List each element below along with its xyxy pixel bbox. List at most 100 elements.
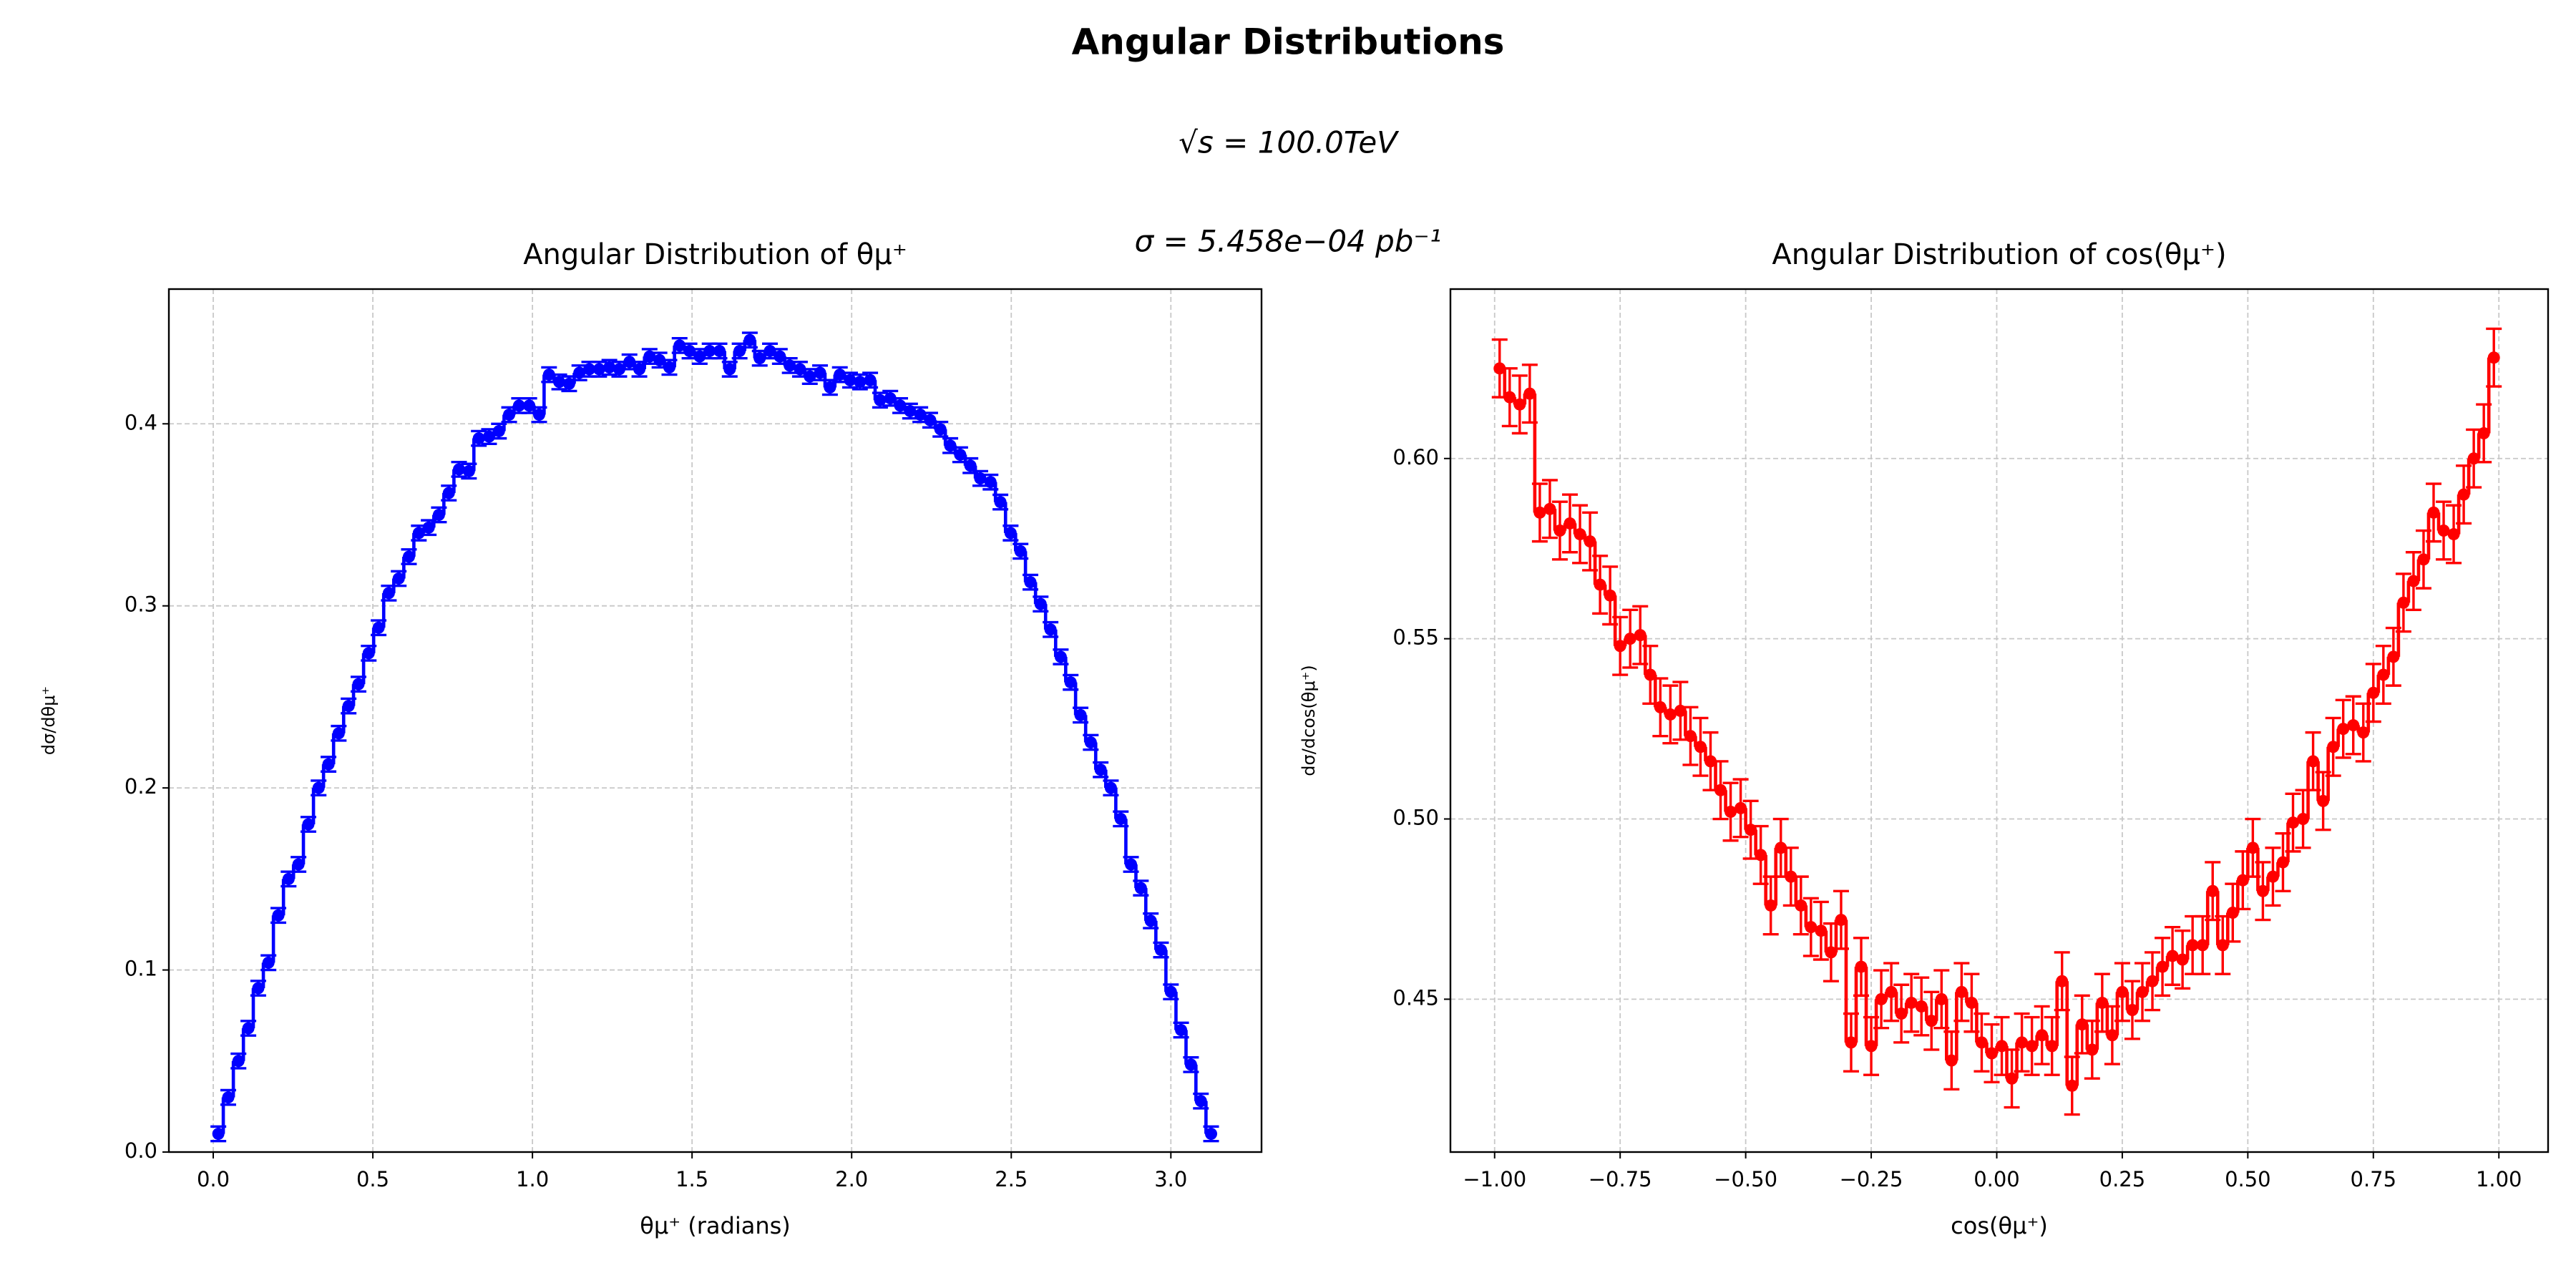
data-point	[392, 572, 405, 585]
data-point	[844, 374, 857, 386]
y-tick-label: 0.50	[1392, 806, 1439, 830]
x-tick-label: 0.5	[356, 1167, 389, 1191]
x-tick-label: 0.75	[2351, 1167, 2397, 1191]
data-point	[2246, 841, 2259, 854]
data-point	[382, 587, 395, 600]
data-point	[1965, 996, 1978, 1009]
subplot-title: Angular Distribution of θμ⁺	[523, 238, 907, 271]
x-tick-label: 1.5	[675, 1167, 708, 1191]
data-point	[794, 363, 806, 376]
y-tick-label: 0.1	[125, 957, 157, 981]
data-point	[2056, 975, 2069, 987]
data-point	[1885, 985, 1898, 998]
data-point	[212, 1128, 225, 1141]
data-point	[1945, 1054, 1958, 1067]
axes-frame	[167, 288, 1263, 1153]
data-point	[1503, 391, 1516, 404]
data-point	[592, 363, 605, 376]
data-point	[944, 439, 957, 452]
data-point	[1614, 640, 1626, 653]
data-point	[1735, 801, 1747, 814]
data-point	[1905, 996, 1918, 1009]
data-point	[362, 647, 375, 660]
x-tick-label: 1.0	[516, 1167, 549, 1191]
y-tick-label: 0.2	[125, 774, 157, 799]
data-point	[352, 678, 365, 691]
data-point	[2457, 488, 2470, 501]
data-point	[1765, 899, 1777, 912]
data-point	[322, 758, 335, 771]
data-point	[512, 399, 525, 412]
data-point	[1634, 629, 1646, 642]
data-point	[2407, 575, 2420, 587]
data-point	[2297, 813, 2310, 826]
data-point	[412, 527, 425, 540]
axes-frame	[1449, 288, 2550, 1153]
data-point	[1584, 535, 1596, 548]
data-point	[432, 508, 445, 521]
data-point	[2287, 816, 2300, 829]
data-point	[1513, 398, 1526, 411]
data-point	[2357, 726, 2370, 739]
data-point	[2156, 960, 2169, 973]
data-point	[553, 376, 566, 389]
data-point	[342, 700, 355, 713]
data-point	[894, 399, 907, 412]
data-point	[1125, 858, 1138, 871]
figure-title: Angular Distributions	[1072, 21, 1505, 63]
x-axis-label: cos(θμ⁺)	[1951, 1212, 2048, 1239]
data-point	[1493, 362, 1506, 375]
data-point	[1865, 1040, 1878, 1053]
data-point	[2176, 953, 2189, 966]
data-point	[2477, 427, 2490, 440]
y-tick-label: 0.0	[125, 1138, 157, 1163]
data-point	[1154, 944, 1167, 957]
data-point	[774, 350, 786, 363]
data-point	[1114, 812, 1127, 825]
data-point	[282, 872, 295, 885]
data-point	[854, 376, 867, 389]
data-point	[1553, 525, 1566, 537]
data-point	[874, 394, 887, 406]
data-point	[2417, 553, 2430, 566]
data-point	[934, 423, 947, 436]
data-point	[2046, 1040, 2059, 1053]
data-point	[523, 399, 536, 412]
data-point	[1084, 736, 1097, 749]
data-point	[834, 369, 847, 381]
y-tick-label: 0.45	[1392, 985, 1439, 1010]
data-point	[453, 463, 466, 476]
x-tick-label: 0.0	[197, 1167, 230, 1191]
data-point	[2146, 975, 2159, 987]
data-point	[1875, 992, 1888, 1005]
x-tick-label: 0.25	[2099, 1167, 2146, 1191]
data-point	[623, 356, 636, 369]
data-point	[542, 369, 555, 381]
data-point	[1724, 805, 1737, 818]
data-point	[302, 818, 315, 831]
data-point	[2106, 1029, 2119, 1042]
data-point	[492, 424, 505, 437]
data-point	[2186, 939, 2199, 952]
data-point	[252, 982, 265, 995]
data-point	[713, 345, 726, 358]
x-tick-label: 3.0	[1154, 1167, 1187, 1191]
data-point	[693, 350, 706, 363]
data-point	[1925, 1015, 1938, 1028]
x-tick-label: 0.50	[2225, 1167, 2271, 1191]
x-tick-label: 0.00	[1974, 1167, 2020, 1191]
data-point	[503, 409, 516, 421]
data-point	[2397, 596, 2410, 609]
data-point	[232, 1055, 245, 1068]
data-point	[1955, 985, 1968, 998]
data-point	[2447, 528, 2460, 541]
data-point	[1175, 1024, 1188, 1037]
data-point	[673, 339, 686, 352]
data-point	[2126, 1004, 2139, 1017]
data-point	[242, 1022, 255, 1035]
data-point	[1755, 849, 1767, 862]
data-point	[723, 363, 736, 376]
y-axis-label: dσ/dθμ⁺	[39, 686, 59, 755]
data-point	[2317, 794, 2330, 807]
